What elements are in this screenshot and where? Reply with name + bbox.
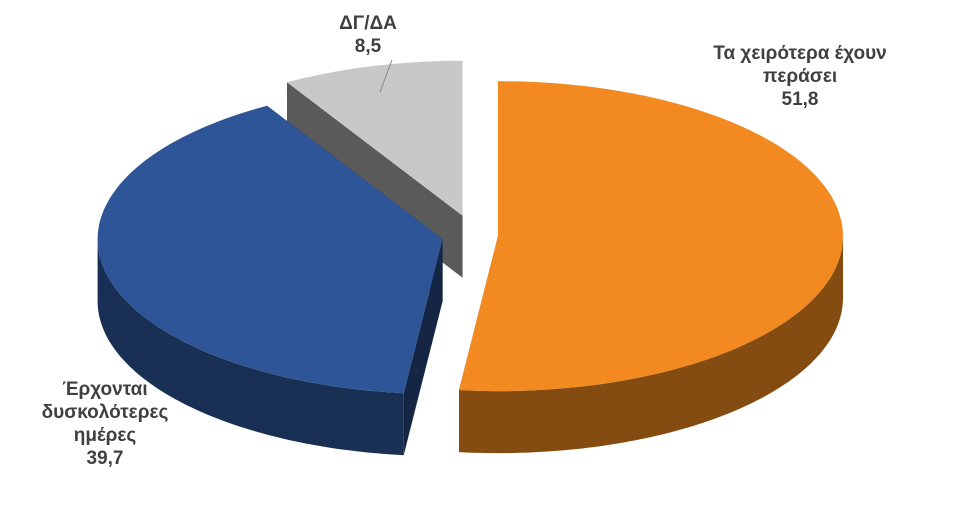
- value-label: 8,5: [354, 36, 382, 57]
- value-label: 51,8: [781, 89, 819, 110]
- slice-side: [97, 239, 404, 456]
- leader-line: [379, 59, 393, 93]
- category-label: ΔΓ/ΔΑ: [339, 13, 397, 34]
- value-label: 39,7: [86, 448, 124, 469]
- slice: [97, 105, 443, 394]
- slice-label: Έρχονται δυσκολότερες ημέρες 39,7: [30, 378, 180, 470]
- slice-label: ΔΓ/ΔΑ 8,5: [313, 12, 423, 58]
- slice: [287, 60, 463, 216]
- category-label: Έρχονται δυσκολότερες ημέρες: [41, 379, 169, 446]
- slice-side: [459, 236, 843, 454]
- category-label: Τα χειρότερα έχουν περάσει: [713, 43, 887, 87]
- slice: [459, 81, 843, 392]
- slice-label: Τα χειρότερα έχουν περάσει 51,8: [705, 42, 895, 111]
